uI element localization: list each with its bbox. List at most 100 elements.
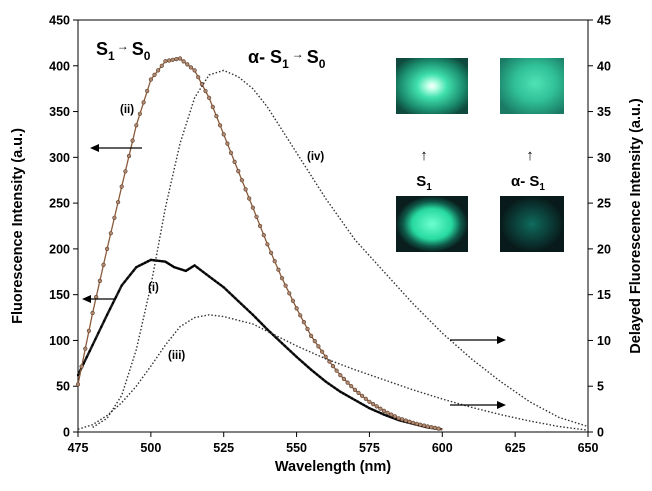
y-tick-label-left: 250: [49, 197, 70, 211]
series-point-i: [353, 399, 356, 401]
series-point-i: [219, 284, 222, 287]
y-tick-label-right: 30: [597, 151, 611, 165]
inset-label-s1: S1: [416, 173, 432, 193]
series-point-ii: [141, 100, 146, 105]
series-point-ii: [279, 276, 285, 281]
series-point-ii: [381, 408, 387, 414]
series-point-ii: [374, 404, 379, 409]
series-point-i: [123, 280, 126, 283]
y-tick-label-left: 150: [49, 288, 70, 302]
series-point-i: [135, 266, 138, 269]
series-point-i: [82, 362, 85, 365]
label-iv: (iv): [307, 151, 324, 163]
svg-text:S1→S0: S1→ S0: [96, 39, 151, 63]
series-point-i: [234, 297, 237, 300]
series-point-i: [117, 290, 120, 293]
up-arrow-left: ↑: [420, 147, 428, 164]
inset-label-alpha-s1: α- S1: [511, 173, 545, 193]
series-point-i: [260, 322, 263, 325]
series-point-ii: [218, 123, 223, 128]
y-tick-label-right: 20: [597, 242, 611, 256]
series-point-ii: [312, 339, 317, 344]
series-point-i: [167, 262, 170, 265]
series-point-i: [278, 339, 281, 342]
series-point-ii: [385, 410, 390, 415]
series-point-i: [371, 408, 374, 411]
series-point-ii: [334, 368, 339, 373]
series-layer: [75, 56, 589, 431]
series-point-ii: [97, 278, 102, 284]
label-iii: (iii): [168, 350, 185, 362]
series-point-ii: [177, 56, 183, 61]
series-point-ii: [330, 364, 336, 369]
y-tick-label-left: 100: [49, 334, 70, 348]
series-point-i: [138, 264, 141, 267]
inset-image-alpha-s1-delayed: [500, 58, 564, 114]
series-point-ii: [126, 153, 132, 159]
series-point-i: [295, 355, 298, 358]
y-tick-label-right: 15: [597, 288, 611, 302]
series-point-ii: [196, 75, 201, 80]
series-point-i: [208, 275, 211, 278]
x-tick-label: 575: [359, 441, 380, 455]
arrow-i-left-axis: [82, 295, 116, 303]
series-point-i: [269, 331, 272, 334]
series-point-ii: [290, 298, 296, 303]
series-point-ii: [392, 414, 398, 419]
series-point-i: [184, 269, 187, 272]
series-point-i: [177, 267, 180, 270]
arrow-iii-right-axis: [450, 401, 506, 409]
y-axis-title-left: Fluorescence Intensity (a.u.): [10, 128, 26, 324]
label-i: (i): [148, 282, 159, 294]
series-point-i: [406, 421, 409, 424]
series-point-i: [266, 328, 269, 331]
series-point-i: [225, 289, 228, 292]
series-point-i: [158, 260, 161, 262]
series-point-i: [368, 407, 371, 410]
series-point-i: [199, 268, 202, 271]
series-point-i: [339, 390, 342, 393]
series-point-ii: [356, 390, 361, 396]
x-axis-title: Wavelength (nm): [275, 459, 391, 475]
series-point-ii: [159, 63, 164, 68]
series-point-i: [222, 286, 225, 289]
y-axis-title-right: Delayed Fluorescence Intensity (a.u.): [628, 98, 644, 354]
series-point-ii: [137, 111, 142, 116]
series-point-ii: [104, 246, 110, 251]
series-point-i: [97, 331, 100, 334]
series-point-i: [313, 371, 316, 374]
series-point-i: [286, 347, 289, 350]
series-line-1: [76, 258, 443, 431]
y-tick-label-left: 450: [49, 14, 70, 28]
series-point-i: [211, 277, 214, 280]
series-point-ii: [309, 333, 314, 339]
series-point-ii: [305, 326, 310, 332]
series-point-ii: [254, 214, 259, 219]
series-point-ii: [181, 59, 186, 64]
series-point-i: [374, 409, 377, 412]
series-point-i: [348, 395, 350, 398]
series-point-ii: [250, 205, 255, 210]
series-point-i: [272, 334, 275, 336]
series-point-i: [91, 344, 94, 346]
series-point-ii: [301, 320, 307, 325]
series-point-ii: [429, 425, 434, 430]
series-point-ii: [294, 306, 299, 311]
series-point-ii: [425, 424, 430, 429]
series-point-i: [173, 266, 176, 269]
series-point-ii: [83, 346, 88, 351]
series-point-ii: [163, 59, 168, 64]
series-point-i: [106, 313, 109, 316]
series-point-i: [152, 259, 155, 262]
series-point-ii: [436, 426, 441, 431]
series-point-i: [289, 350, 292, 353]
series-point-i: [214, 279, 216, 282]
series-point-i: [228, 291, 231, 294]
series-point-i: [391, 416, 394, 419]
series-point-i: [257, 319, 260, 322]
series-point-i: [103, 319, 106, 322]
series-point-ii: [225, 141, 230, 146]
series-point-ii: [265, 242, 270, 247]
series-point-i: [251, 313, 254, 316]
series-point-i: [182, 269, 185, 272]
